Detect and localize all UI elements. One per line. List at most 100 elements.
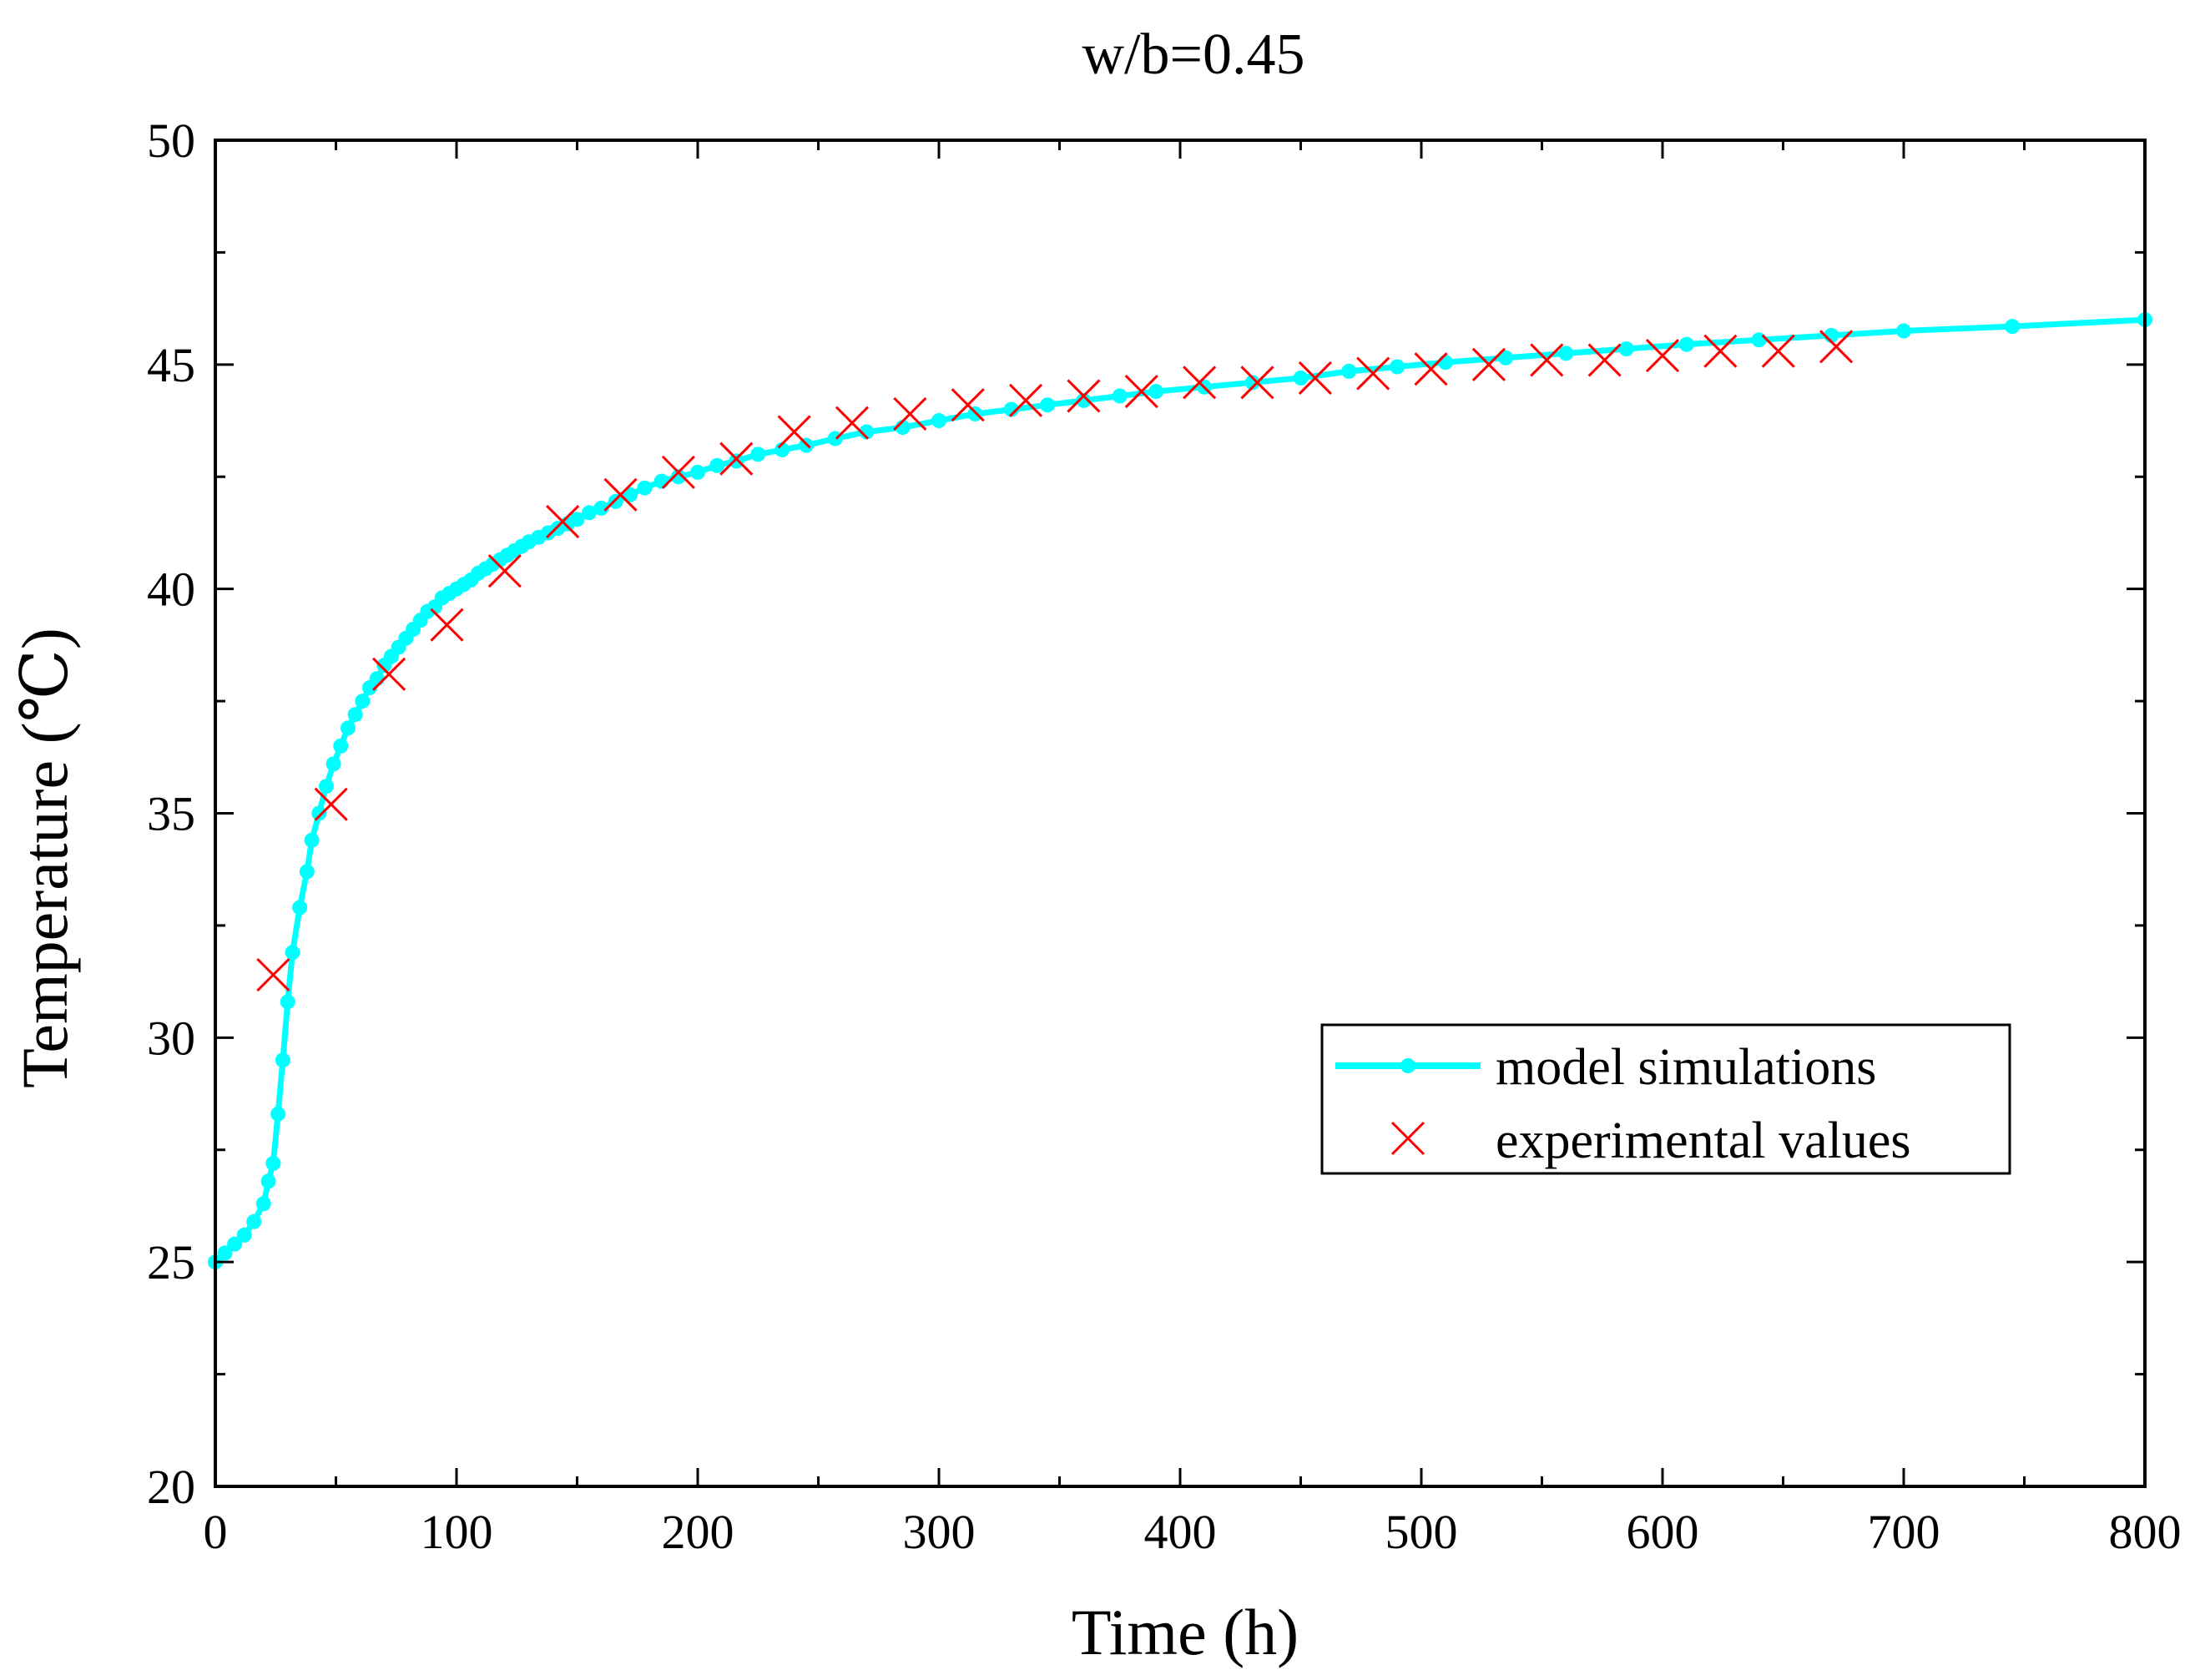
data-point-model-simulations — [1751, 332, 1767, 348]
x-tick-label: 200 — [662, 1505, 734, 1559]
data-point-model-simulations — [709, 457, 725, 473]
data-point-model-simulations — [690, 464, 705, 480]
data-point-model-simulations — [280, 994, 295, 1010]
data-point-experimental-values — [1761, 334, 1795, 368]
data-point-experimental-values — [314, 787, 348, 821]
x-tick-label: 600 — [1627, 1505, 1699, 1559]
data-point-model-simulations — [292, 900, 308, 916]
data-point-model-simulations — [311, 805, 327, 821]
data-point-model-simulations — [227, 1236, 243, 1252]
data-point-experimental-values — [835, 406, 870, 440]
data-point-experimental-values — [1530, 343, 1564, 377]
x-tick-label: 500 — [1385, 1505, 1458, 1559]
data-point-model-simulations — [325, 756, 341, 772]
x-tick-label: 700 — [1868, 1505, 1940, 1559]
data-point-model-simulations — [1244, 375, 1260, 391]
series-layer — [208, 312, 2152, 1270]
axes: 0 100 200 300 400 500 600 700 800 20 25 30 35 40 45 50 — [147, 114, 2182, 1559]
data-point-model-simulations — [1618, 341, 1634, 357]
y-tick-label: 35 — [147, 787, 195, 841]
legend-label-experimental-values: experimental values — [1496, 1112, 1911, 1169]
data-point-model-simulations — [1896, 323, 1911, 339]
data-point-model-simulations — [299, 864, 315, 880]
data-point-model-simulations — [333, 738, 349, 754]
legend-marker-model-simulations — [1400, 1058, 1415, 1073]
data-point-model-simulations — [1293, 370, 1309, 386]
data-point-model-simulations — [608, 493, 623, 509]
data-point-model-simulations — [355, 694, 371, 709]
legend-label-model-simulations: model simulations — [1496, 1039, 1876, 1096]
data-point-model-simulations — [1003, 401, 1019, 417]
data-point-model-simulations — [593, 500, 609, 516]
data-point-model-simulations — [1390, 359, 1405, 375]
data-point-experimental-values — [1008, 383, 1043, 417]
data-point-experimental-values — [719, 441, 754, 476]
x-tick-label: 100 — [421, 1505, 493, 1559]
y-axis-label: Temperature (℃) — [8, 628, 81, 1088]
data-point-experimental-values — [256, 957, 290, 992]
data-point-experimental-values — [1240, 366, 1274, 400]
data-point-model-simulations — [260, 1173, 276, 1189]
data-point-model-simulations — [1076, 392, 1092, 408]
data-point-experimental-values — [1356, 356, 1390, 391]
y-tick-label: 30 — [147, 1011, 195, 1065]
data-point-experimental-values — [777, 415, 811, 449]
legend: model simulations experimental values — [1320, 1023, 2011, 1175]
data-point-model-simulations — [1678, 336, 1694, 352]
data-point-model-simulations — [859, 424, 875, 440]
x-axis-label: Time (h) — [1072, 1596, 1299, 1668]
data-point-model-simulations — [1148, 384, 1164, 400]
y-tick-label: 45 — [147, 338, 195, 392]
data-point-model-simulations — [246, 1213, 262, 1229]
data-point-model-simulations — [1498, 350, 1514, 366]
data-point-model-simulations — [255, 1196, 271, 1212]
data-point-model-simulations — [340, 720, 356, 736]
data-point-experimental-values — [487, 554, 522, 588]
data-point-model-simulations — [670, 469, 686, 485]
data-point-model-simulations — [623, 487, 638, 502]
data-point-experimental-values — [1124, 375, 1158, 409]
data-point-model-simulations — [569, 512, 585, 527]
data-point-model-simulations — [1040, 397, 1056, 413]
y-tick-label: 40 — [147, 563, 195, 617]
x-tick-label: 800 — [2109, 1505, 2182, 1559]
y-tick-label: 20 — [147, 1460, 195, 1514]
data-point-model-simulations — [1341, 363, 1357, 379]
data-point-model-simulations — [318, 779, 334, 795]
data-point-model-simulations — [931, 413, 946, 429]
data-point-experimental-values — [1183, 366, 1217, 400]
data-point-model-simulations — [2005, 319, 2021, 335]
data-point-model-simulations — [217, 1245, 233, 1261]
x-tick-label: 0 — [204, 1505, 228, 1559]
legend-marker-experimental-values — [1390, 1121, 1425, 1156]
data-point-model-simulations — [275, 1052, 290, 1068]
data-point-experimental-values — [893, 396, 927, 431]
data-point-experimental-values — [1414, 352, 1448, 386]
data-point-model-simulations — [729, 453, 744, 469]
data-point-model-simulations — [1112, 388, 1128, 404]
data-point-experimental-values — [1298, 361, 1332, 396]
data-point-model-simulations — [750, 446, 766, 462]
data-point-model-simulations — [270, 1106, 286, 1122]
data-point-experimental-values — [1819, 330, 1854, 364]
data-point-model-simulations — [236, 1227, 252, 1243]
y-tick-label: 50 — [147, 114, 195, 168]
legend-box — [1320, 1023, 2011, 1175]
data-point-experimental-values — [603, 477, 638, 512]
data-point-model-simulations — [369, 671, 385, 687]
data-point-experimental-values — [1471, 347, 1506, 381]
data-point-experimental-values — [1587, 343, 1622, 377]
data-point-experimental-values — [951, 388, 985, 422]
data-point-model-simulations — [581, 505, 597, 521]
data-point-experimental-values — [661, 455, 695, 489]
data-point-model-simulations — [637, 480, 653, 496]
data-point-experimental-values — [430, 608, 464, 642]
x-tick-label: 400 — [1144, 1505, 1217, 1559]
data-point-experimental-values — [1067, 379, 1101, 413]
data-point-model-simulations — [265, 1155, 281, 1171]
data-point-model-simulations — [347, 707, 363, 723]
data-point-experimental-values — [546, 504, 580, 539]
data-point-model-simulations — [653, 473, 669, 489]
data-point-model-simulations — [1437, 355, 1453, 371]
